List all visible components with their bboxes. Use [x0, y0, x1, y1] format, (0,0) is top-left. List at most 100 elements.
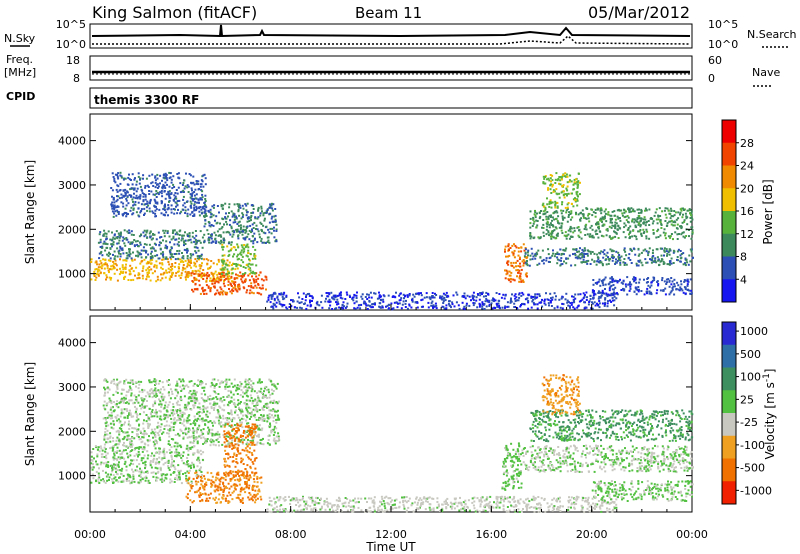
power-cell — [121, 213, 124, 216]
power-cell — [613, 214, 616, 217]
power-cell — [647, 250, 650, 253]
power-cell — [582, 215, 585, 217]
power-cell — [584, 217, 587, 220]
power-cell — [278, 300, 281, 303]
power-cell — [222, 271, 225, 274]
power-cell — [532, 216, 535, 219]
power-cell — [510, 261, 513, 264]
power-cell — [144, 198, 147, 201]
power-cell — [515, 246, 518, 249]
power-cell — [207, 209, 210, 212]
vel-cell — [90, 481, 93, 484]
power-cell — [600, 234, 603, 237]
power-cell — [568, 305, 571, 308]
power-cell — [167, 261, 170, 263]
power-cell — [114, 173, 117, 176]
power-cell — [635, 235, 638, 238]
power-cell — [138, 252, 141, 255]
power-cell — [243, 250, 246, 253]
power-cell — [610, 226, 613, 229]
power-cell — [216, 230, 219, 233]
vel-cell — [241, 442, 244, 445]
power-cell — [256, 217, 259, 220]
power-cell — [243, 229, 246, 232]
power-cell — [522, 293, 525, 296]
vel-cell — [139, 430, 142, 433]
power-cell — [321, 306, 324, 309]
power-cell — [560, 191, 563, 194]
vel-cell — [172, 438, 175, 441]
power-cell — [680, 280, 682, 283]
power-cell — [444, 293, 447, 296]
vel-region — [90, 444, 205, 485]
power-cell — [561, 296, 564, 299]
power-cell — [165, 269, 168, 272]
power-cell — [558, 196, 561, 199]
power-cell — [155, 205, 157, 208]
power-cell — [115, 188, 118, 191]
power-cell — [531, 252, 534, 255]
vel-cell — [231, 429, 234, 432]
power-cell — [162, 256, 165, 259]
vel-cell — [267, 439, 270, 441]
power-cell — [668, 285, 671, 288]
power-cell — [142, 195, 145, 198]
power-cell — [184, 267, 187, 270]
power-cell — [564, 231, 567, 234]
vel-cell — [128, 412, 131, 415]
power-cell — [442, 302, 445, 304]
power-cell — [669, 217, 672, 220]
vel-cell — [245, 419, 248, 422]
power-cell — [464, 297, 467, 300]
power-cell — [553, 229, 556, 232]
power-cell — [517, 269, 519, 271]
power-cell — [370, 306, 373, 309]
power-cell — [147, 271, 150, 274]
power-cell — [229, 290, 232, 293]
vel-cell — [140, 407, 143, 410]
vel-cell — [219, 406, 222, 409]
power-cell — [542, 219, 545, 221]
power-cell — [233, 253, 236, 256]
vel-cell — [116, 414, 119, 417]
power-cell — [136, 250, 139, 253]
power-cell — [663, 209, 666, 212]
power-cell — [237, 237, 240, 240]
power-cell — [110, 268, 113, 271]
power-cell — [659, 247, 662, 250]
power-cell — [560, 297, 563, 300]
power-cell — [164, 172, 167, 175]
power-cell — [659, 260, 662, 263]
power-cell — [432, 307, 435, 309]
power-cell — [638, 288, 640, 291]
power-cell — [526, 260, 528, 262]
vel-cell — [180, 453, 183, 456]
power-cell — [666, 254, 668, 257]
power-cell — [257, 283, 260, 285]
power-cell — [571, 295, 573, 298]
power-cell — [687, 209, 690, 212]
power-cell — [202, 290, 205, 293]
power-cell — [125, 252, 128, 254]
power-cell — [488, 305, 491, 307]
power-plot-frame — [89, 113, 693, 311]
power-cell — [272, 203, 275, 206]
power-cell — [606, 251, 609, 254]
power-cell — [364, 301, 366, 304]
power-cell — [517, 250, 520, 253]
power-cell — [631, 218, 634, 221]
power-cell — [186, 272, 189, 275]
power-cell — [327, 300, 330, 303]
power-cell — [105, 278, 107, 281]
power-cell — [522, 262, 525, 265]
power-cell — [628, 211, 631, 214]
power-cell — [573, 299, 575, 302]
power-cell — [221, 260, 224, 263]
power-cell — [112, 265, 115, 268]
power-cell — [142, 200, 145, 203]
power-cell — [230, 210, 233, 213]
power-cell — [191, 189, 193, 192]
power-cell — [683, 286, 686, 289]
power-cell — [195, 207, 198, 210]
power-cell — [637, 247, 640, 250]
